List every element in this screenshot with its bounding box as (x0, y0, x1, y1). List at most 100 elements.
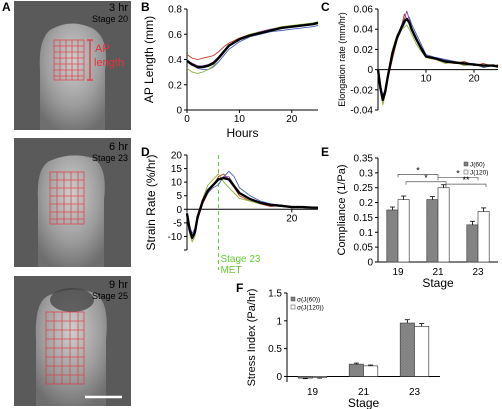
bar-f-0-2 (399, 322, 415, 377)
y-tick-label-d: -10 (168, 232, 183, 243)
significance-bracket (397, 173, 439, 178)
significance-label: * (424, 173, 428, 183)
significance-label: * (416, 165, 420, 175)
series-line-d-1 (186, 170, 319, 235)
bar-f-1-1 (363, 365, 379, 377)
series-line-c-0 (377, 13, 499, 101)
embryo-3-head (50, 288, 94, 312)
bar-e-1-1 (437, 187, 450, 263)
image-2-time: 6 hr (109, 141, 128, 153)
series-line-c-3 (377, 10, 499, 101)
significance-label: ** (462, 175, 470, 185)
x-tick-label-b: 20 (286, 114, 298, 125)
y-tick-label-b: 0 (176, 106, 182, 117)
bar-f-0-1 (348, 363, 364, 377)
legend-label-f: σ(J(60)) (297, 297, 320, 304)
bar-f-1-2 (414, 326, 430, 377)
y-tick-label-d: 10 (171, 178, 183, 189)
y-tick-label-b: 0.2 (168, 80, 182, 91)
y-tick-label-e: 0.3 (359, 168, 373, 179)
y-axis-label-f: Stress Index (Pa/hr) (246, 289, 258, 387)
legend-swatch-f (290, 304, 296, 310)
y-tick-label-c: -0.04 (350, 106, 373, 117)
y-tick-label-b: 0.8 (168, 5, 182, 16)
chart-ap-length: 0 0.2 0.4 0.6 0.8 0 10 20 Hours AP Length (mm) (142, 5, 319, 140)
series-line-c-4 (376, 17, 499, 102)
bar-e-0-2 (466, 224, 479, 263)
legend-swatch-e (463, 161, 469, 167)
bar-f-0-0 (297, 376, 313, 379)
image-1-stage: Stage 20 (92, 14, 128, 24)
y-tick-label-e: 0.35 (354, 154, 374, 165)
y-tick-label-b: 0.4 (168, 55, 182, 66)
y-tick-label-c: 0.06 (354, 5, 374, 16)
bar-f-1-0 (312, 376, 328, 378)
x-tick-label-c: 10 (420, 74, 432, 85)
x-axis-label-e: Stage (422, 276, 454, 290)
y-tick-label-f: 0 (276, 372, 282, 383)
y-tick-label-d: 5 (176, 191, 182, 202)
y-tick-label-f: 1.5 (268, 289, 282, 300)
x-tick-label-d: 20 (286, 213, 298, 224)
series-line-b-3 (186, 22, 319, 67)
embryo-image-3: 9 hr Stage 25 (14, 276, 131, 406)
series-line-b-4 (186, 21, 319, 69)
panel-a-letter: A (2, 0, 11, 14)
panel-b-letter: B (141, 0, 150, 14)
y-axis-label-b: AP Length (mm) (142, 16, 156, 103)
y-tick-label-c: 0.04 (354, 25, 374, 36)
category-label-e: 19 (392, 267, 404, 278)
bar-e-1-0 (397, 199, 410, 263)
bar-e-0-1 (426, 199, 439, 263)
y-tick-label-c: 0.02 (354, 45, 374, 56)
significance-label: * (456, 168, 460, 178)
y-tick-label-f: 0.5 (268, 344, 282, 355)
y-tick-label-e: 0.2 (359, 198, 373, 209)
legend-label-f: σ(J(120)) (297, 305, 324, 312)
y-axis-label-e: Compliance (1/Pa) (336, 164, 348, 255)
series-line-c-1 (377, 16, 499, 96)
y-tick-label-b: 0.6 (168, 30, 182, 41)
image-2-stage: Stage 23 (92, 153, 128, 163)
y-tick-label-c: -0.02 (350, 85, 373, 96)
embryo-1-body (39, 23, 107, 130)
y-tick-label-e: 0 (367, 258, 373, 269)
embryo-image-2: 6 hr Stage 23 (14, 138, 131, 267)
y-axis-label-c: Elongation rate (mm/hr) (337, 12, 347, 107)
category-label-f: 23 (409, 387, 421, 398)
panel-e-letter: E (321, 145, 329, 159)
y-tick-label-e: 0.15 (354, 213, 374, 224)
x-axis-label-b: Hours (226, 126, 258, 140)
y-tick-label-e: 0.1 (359, 228, 373, 239)
grid-2 (49, 171, 85, 225)
legend-swatch-e (463, 169, 469, 175)
image-3-time: 9 hr (109, 279, 128, 291)
category-label-f: 19 (307, 387, 319, 398)
x-tick-label-b: 0 (184, 114, 190, 125)
x-tick-label-c: 20 (468, 74, 480, 85)
stage-marker-label-2: MET (220, 265, 241, 276)
y-tick-label-e: 0.05 (354, 243, 374, 254)
legend-label-e: J(60) (470, 162, 485, 169)
chart-stress-index: 0 0.5 1 1.5 19 21 23 σ(J(60))σ(J(120)) Stage Stre… (246, 289, 440, 409)
series-line-d-4 (185, 176, 318, 240)
y-tick-label-f: 1 (276, 316, 282, 327)
category-label-e: 23 (472, 267, 484, 278)
y-tick-label-d: 15 (171, 164, 183, 175)
y-axis-label-d: Strain Rate (%/hr) (144, 154, 158, 250)
embryo-image-1: 3 hr Stage 20 AP length (14, 1, 131, 130)
y-tick-label-e: 0.25 (354, 183, 374, 194)
y-tick-label-c: 0 (367, 65, 373, 76)
series-line-b-1 (186, 24, 319, 71)
ap-label-line1: AP (95, 43, 110, 55)
grid-1 (53, 39, 93, 81)
image-1-time: 3 hr (109, 2, 128, 14)
panel-f-letter: F (236, 281, 243, 295)
grid-3 (45, 311, 85, 385)
legend-swatch-f (290, 296, 296, 302)
y-tick-label-d: 20 (171, 151, 183, 162)
significance-bracket (437, 176, 479, 181)
